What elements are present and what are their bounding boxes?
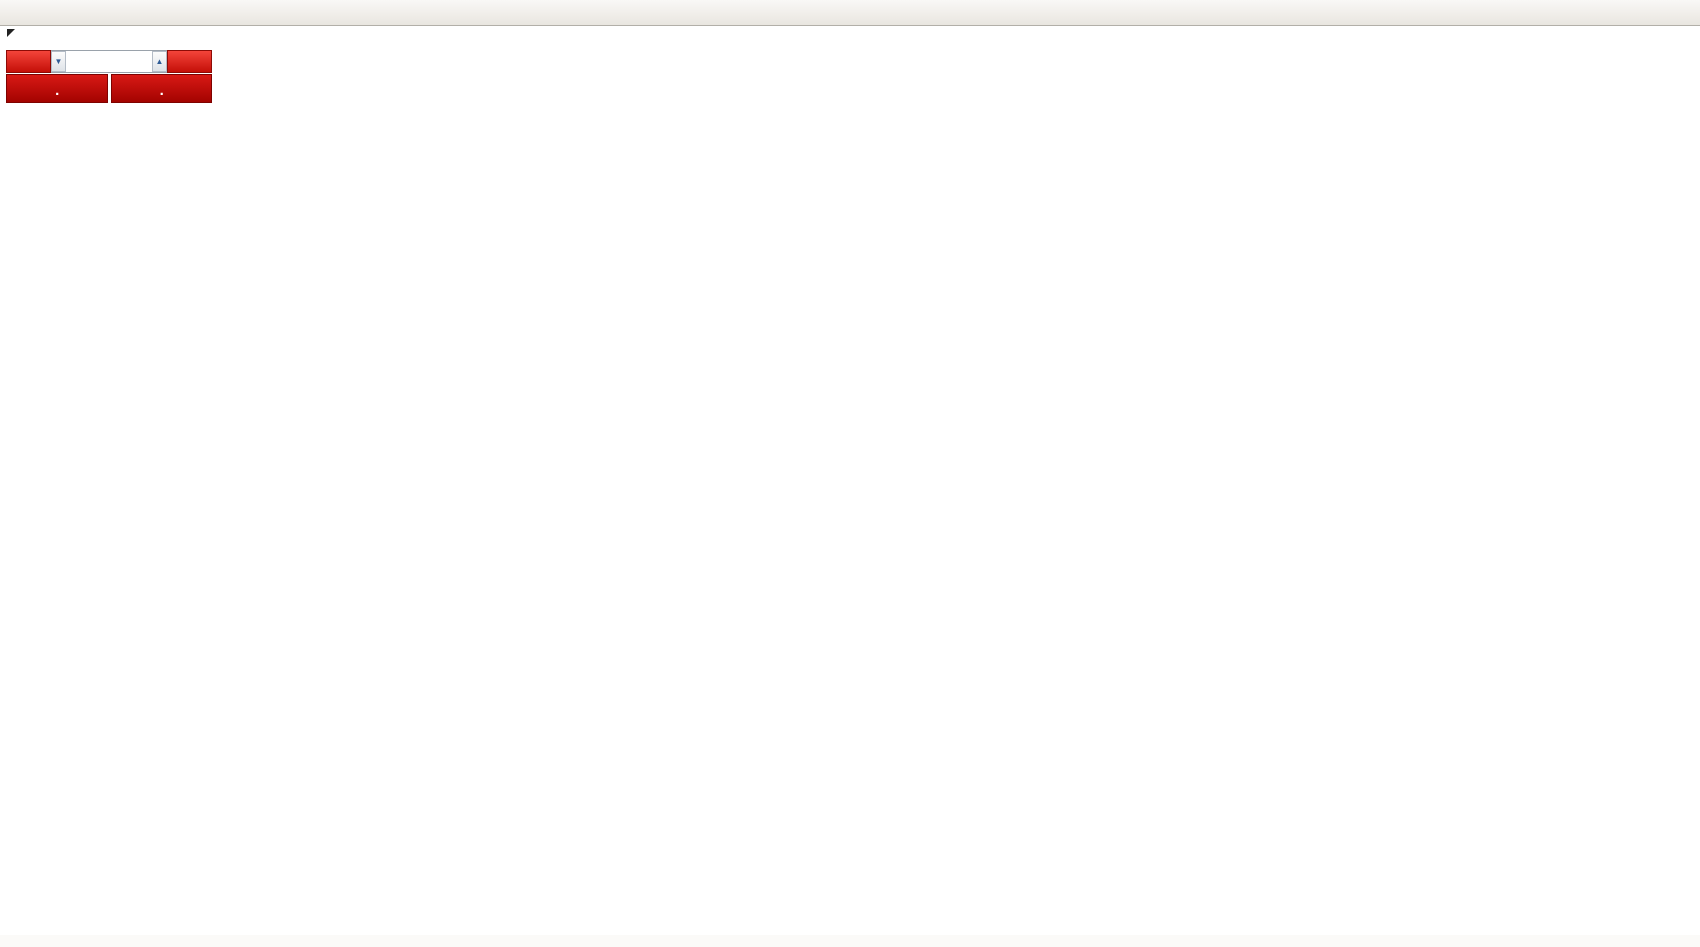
buy-price-panel[interactable]: . [110, 74, 212, 103]
time-axis[interactable] [0, 935, 1700, 947]
chart-marker-icon [7, 29, 15, 37]
chart-title [7, 29, 27, 37]
sell-button[interactable] [6, 50, 51, 73]
chart-canvas[interactable] [0, 26, 1700, 935]
sell-price-dot: . [55, 82, 60, 99]
main-toolbar [0, 0, 1700, 26]
one-click-trading-panel: ▼ ▲ . . [6, 50, 212, 103]
volume-decrease-button[interactable]: ▼ [51, 51, 66, 72]
volume-increase-button[interactable]: ▲ [152, 51, 167, 72]
buy-price-dot: . [159, 82, 164, 99]
volume-input[interactable] [66, 51, 152, 72]
buy-button[interactable] [167, 50, 212, 73]
sell-price-panel[interactable]: . [6, 74, 108, 103]
volume-stepper: ▼ ▲ [51, 50, 167, 73]
chart-region: ▼ ▲ . . [0, 26, 1700, 935]
